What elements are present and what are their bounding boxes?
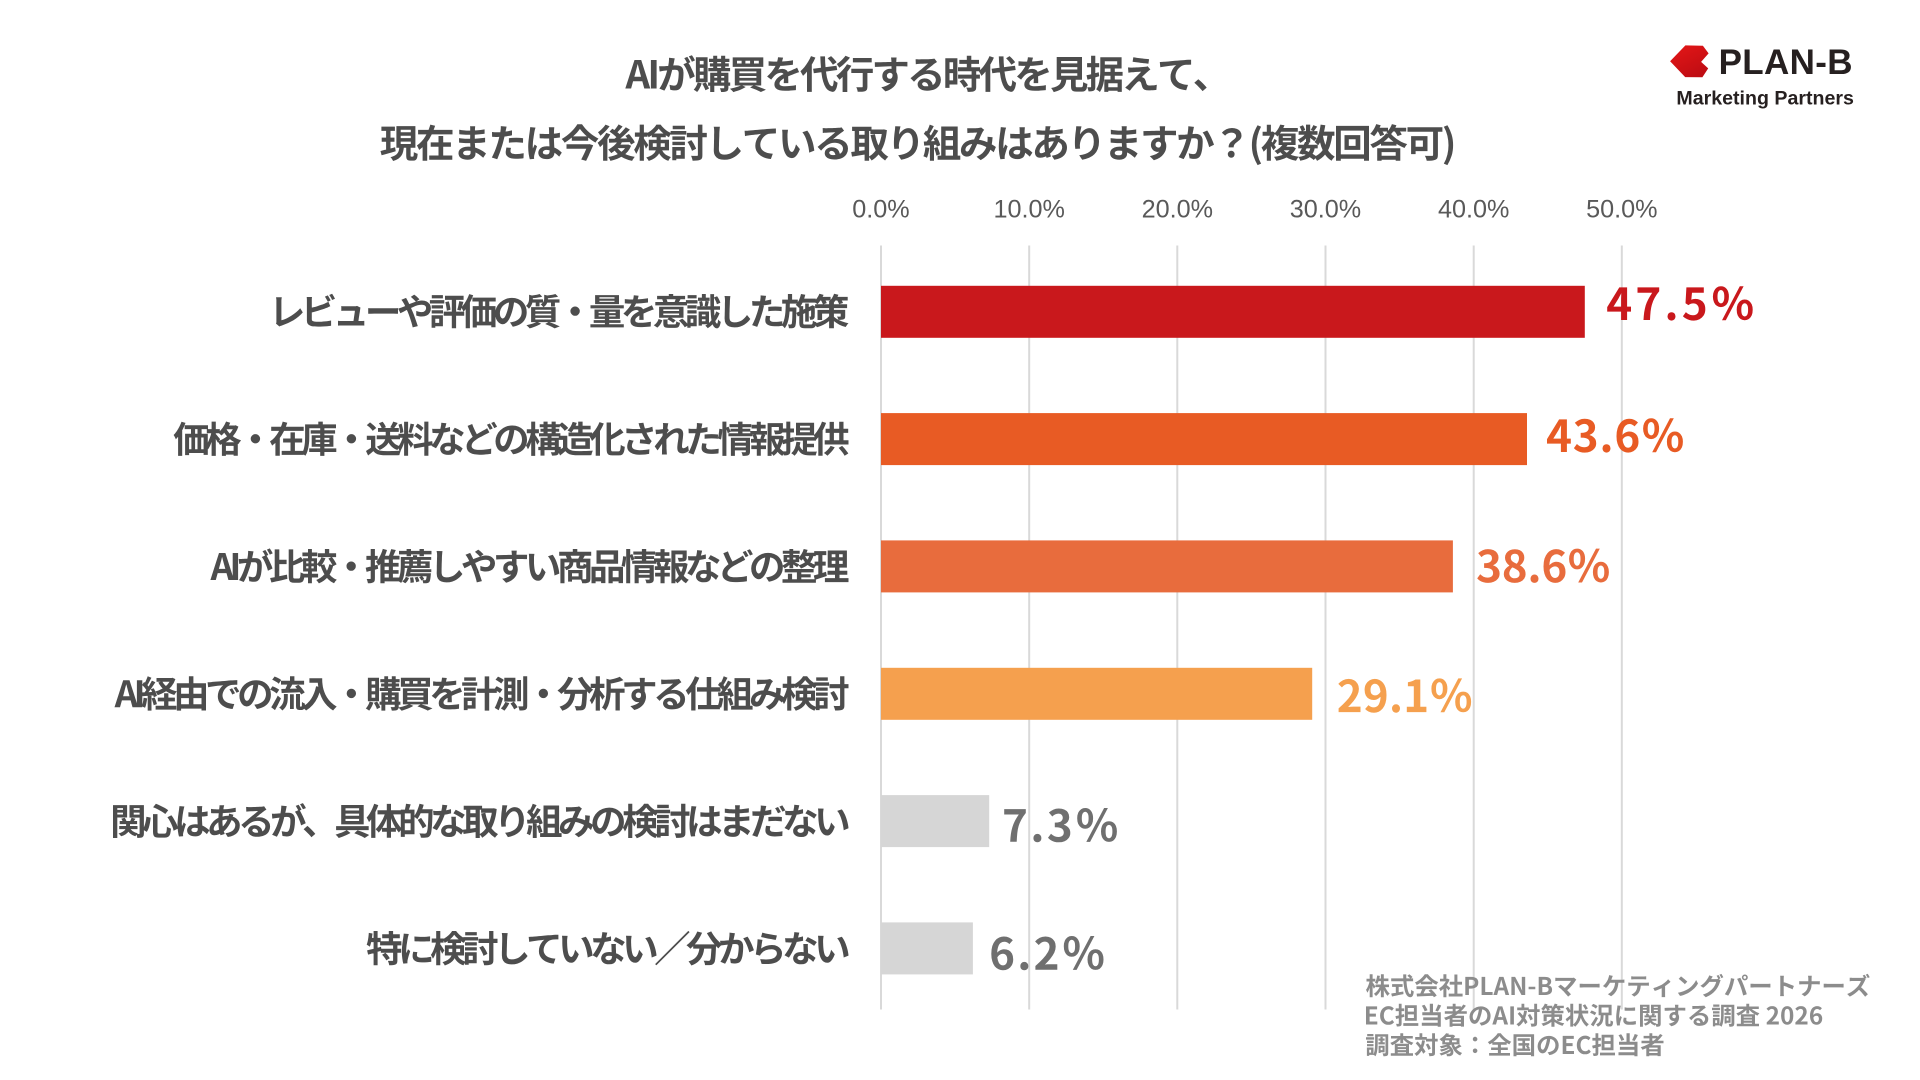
svg-text:0.0%: 0.0% xyxy=(852,195,909,223)
svg-text:20.0%: 20.0% xyxy=(1142,195,1213,223)
svg-text:50.0%: 50.0% xyxy=(1586,195,1657,223)
svg-text:PLAN-B: PLAN-B xyxy=(1719,43,1853,82)
svg-text:10.0%: 10.0% xyxy=(993,195,1064,223)
svg-text:30.0%: 30.0% xyxy=(1290,195,1361,223)
svg-text:Marketing Partners: Marketing Partners xyxy=(1676,87,1854,109)
svg-text:40.0%: 40.0% xyxy=(1438,195,1509,223)
